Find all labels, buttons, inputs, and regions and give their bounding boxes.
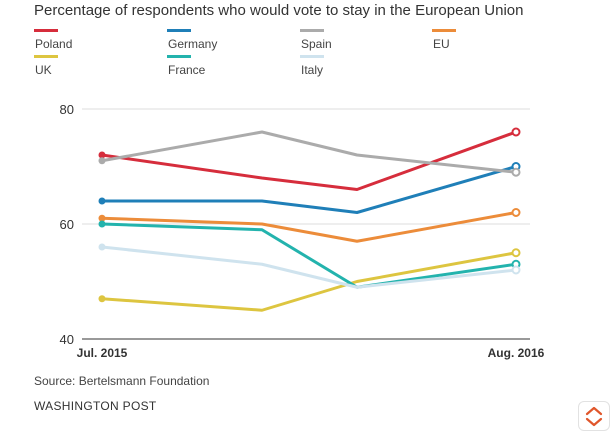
- y-tick-label-60: 60: [60, 217, 74, 232]
- legend-label-italy: Italy: [301, 63, 324, 77]
- series-point-eu-end: [511, 208, 521, 217]
- legend-swatch-germany: [167, 29, 191, 32]
- series-line-uk: [100, 251, 518, 312]
- legend-swatch-uk: [34, 55, 58, 58]
- legend-label-france: France: [168, 63, 206, 77]
- expand-icon: [585, 406, 603, 427]
- legend-swatch-eu: [432, 29, 456, 32]
- chart-title: Percentage of respondents who would vote…: [34, 2, 524, 19]
- y-tick-label-80: 80: [60, 102, 74, 117]
- legend-swatch-spain: [300, 29, 324, 32]
- series-point-eu-start: [98, 214, 106, 222]
- series-line-italy: [100, 245, 518, 289]
- legend-swatch-poland: [34, 29, 58, 32]
- series-line-france: [100, 222, 518, 289]
- series-point-poland-end: [511, 127, 521, 137]
- x-tick-label-3: Aug. 2016: [488, 346, 545, 360]
- legend-swatch-italy: [300, 55, 324, 58]
- chart-legend: Poland Germany Spain EU UK France Italy: [0, 0, 610, 90]
- series-point-italy-start: [98, 243, 106, 251]
- source-note: Source: Bertelsmann Foundation: [34, 374, 210, 388]
- series-point-poland-start: [98, 151, 106, 159]
- legend-swatch-france: [167, 55, 191, 58]
- series-point-spain-end: [511, 167, 521, 177]
- series-line-eu: [100, 211, 518, 243]
- series-line-germany: [100, 165, 518, 214]
- series-point-uk-end: [511, 248, 521, 258]
- legend-label-germany: Germany: [168, 37, 218, 51]
- expand-button[interactable]: [578, 401, 610, 431]
- series-point-uk-start: [98, 295, 106, 303]
- series-point-germany-start: [98, 197, 106, 205]
- series-point-italy-end: [511, 265, 521, 275]
- legend-label-spain: Spain: [301, 37, 332, 51]
- series-line-spain: [100, 130, 518, 174]
- series-line-poland: [100, 130, 518, 191]
- publisher-credit: WASHINGTON POST: [34, 399, 157, 413]
- y-tick-label-40: 40: [60, 332, 74, 347]
- legend-label-eu: EU: [433, 37, 450, 51]
- legend-label-poland: Poland: [35, 37, 73, 51]
- series-point-spain-start: [98, 157, 106, 165]
- x-tick-label-0: Jul. 2015: [77, 346, 128, 360]
- series-point-france-start: [98, 220, 106, 228]
- line-chart: 40 60 80 Jul. 2015 Aug. 2016: [60, 102, 545, 360]
- legend-label-uk: UK: [35, 63, 52, 77]
